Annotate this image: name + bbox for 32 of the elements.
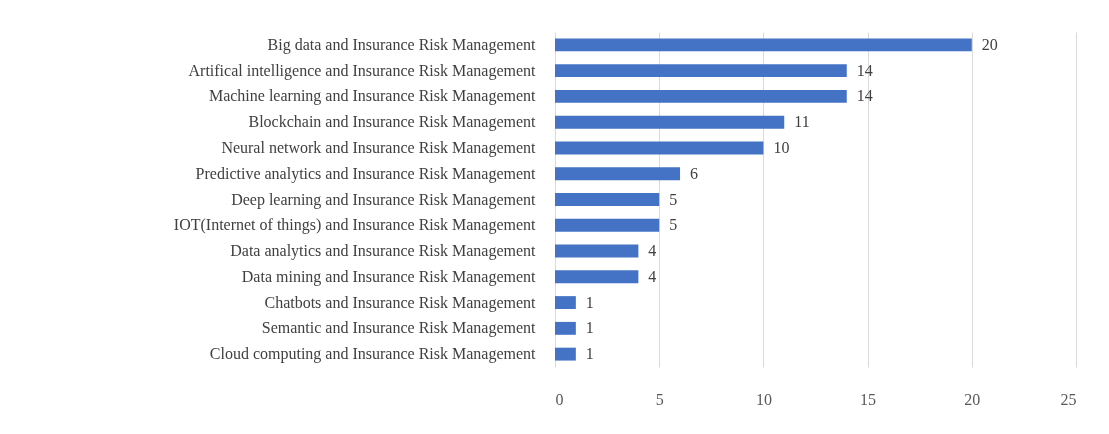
x-tick-label: 0 [555,390,564,408]
y-tick-label: Big data and Insurance Risk Management [267,35,537,54]
data-label: 14 [856,61,873,79]
y-tick-label: Blockchain and Insurance Risk Management [248,113,537,132]
x-tick-label: 25 [1060,390,1077,408]
y-tick-label: Predictive analytics and Insurance Risk Management [195,164,537,183]
data-label: 1 [585,345,594,363]
y-tick-label: IOT(Internet of things) and Insurance Risk Management [173,216,537,235]
x-tick-label: 10 [755,390,772,408]
y-tick-label: Semantic and Insurance Risk Management [261,319,537,338]
y-tick-label: Cloud computing and Insurance Risk Management [209,345,537,364]
data-label: 5 [669,190,678,208]
y-tick-label: Artifical intelligence and Insurance Risk Management [188,61,537,80]
data-label: 14 [856,87,873,105]
y-tick-label: Deep learning and Insurance Risk Management [231,190,537,209]
data-label: 4 [648,267,657,285]
x-tick-label: 5 [655,390,664,408]
data-label: 5 [669,216,678,234]
x-tick-label: 15 [860,390,877,408]
y-tick-label: Data mining and Insurance Risk Management [241,267,537,286]
data-label: 1 [585,319,594,337]
y-tick-label: Machine learning and Insurance Risk Management [208,87,537,106]
y-tick-label: Data analytics and Insurance Risk Management [230,242,537,261]
data-label: 10 [773,138,790,156]
data-label: 20 [981,35,998,53]
y-tick-label: Neural network and Insurance Risk Management [221,138,537,157]
x-tick-label: 20 [964,390,981,408]
y-tick-label: Chatbots and Insurance Risk Management [264,293,537,312]
data-label: 4 [648,242,657,260]
data-label: 6 [690,164,699,182]
data-label: 11 [794,113,810,131]
data-label: 1 [585,293,594,311]
